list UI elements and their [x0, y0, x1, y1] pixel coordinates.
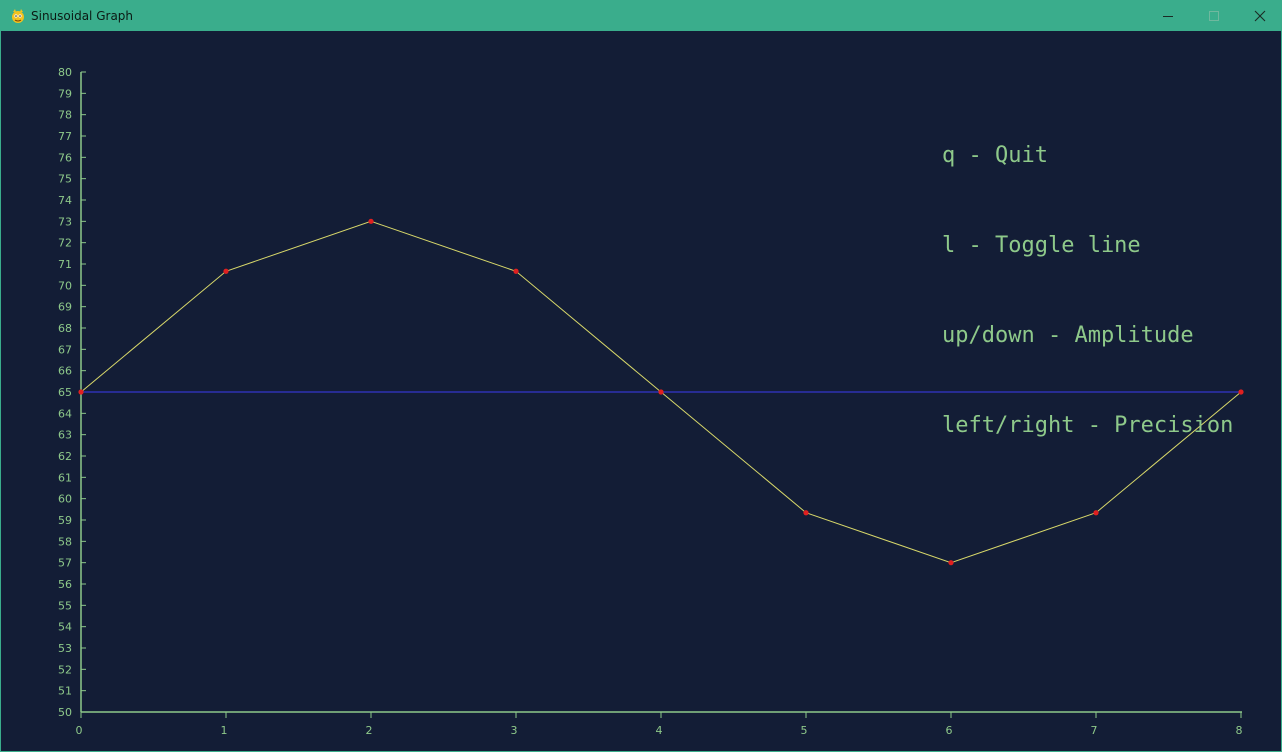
- window-title: Sinusoidal Graph: [31, 9, 134, 23]
- data-point: [948, 560, 954, 566]
- y-tick-label: 69: [58, 301, 72, 314]
- pygame-snake-icon: [12, 9, 24, 23]
- x-tick-label: 0: [76, 724, 83, 737]
- x-tick-label: 4: [656, 724, 663, 737]
- graph-canvas: 50 51 52 53 54 55 56 57 58 59 60 61 62 63 64 65 66 67 68 69…: [2, 32, 1281, 752]
- y-tick-label: 72: [58, 237, 72, 250]
- close-button[interactable]: [1237, 1, 1282, 31]
- title-bar[interactable]: Sinusoidal Graph: [1, 1, 1281, 31]
- y-tick-label: 53: [58, 642, 72, 655]
- help-line-quit: q - Quit: [942, 143, 1048, 168]
- y-tick-label: 78: [58, 109, 72, 122]
- y-tick-label: 64: [58, 407, 72, 420]
- y-tick-label: 76: [58, 151, 72, 164]
- x-tick-label: 6: [946, 724, 953, 737]
- y-tick-label: 52: [58, 663, 72, 676]
- data-point: [1093, 510, 1099, 516]
- minimize-icon: [1163, 16, 1173, 17]
- x-tick-label: 5: [801, 724, 808, 737]
- y-tick-label: 62: [58, 450, 72, 463]
- help-line-toggle: l - Toggle line: [942, 233, 1141, 258]
- data-point: [513, 268, 519, 274]
- data-point: [223, 268, 229, 274]
- close-icon: [1254, 10, 1266, 22]
- x-tick-label: 1: [221, 724, 228, 737]
- minimize-button[interactable]: [1145, 1, 1191, 31]
- data-point: [658, 389, 664, 395]
- x-tick-label: 2: [366, 724, 373, 737]
- y-tick-label: 61: [58, 471, 72, 484]
- y-tick-label: 74: [58, 194, 72, 207]
- data-point: [1238, 389, 1244, 395]
- y-tick-label: 65: [58, 386, 72, 399]
- x-tick-label: 7: [1091, 724, 1098, 737]
- y-tick-label: 50: [58, 706, 72, 719]
- help-line-precision: left/right - Precision: [942, 413, 1234, 438]
- y-tick-label: 59: [58, 514, 72, 527]
- y-tick-label: 66: [58, 365, 72, 378]
- y-tick-label: 77: [58, 130, 72, 143]
- y-tick-label: 56: [58, 578, 72, 591]
- maximize-icon: [1209, 11, 1219, 21]
- y-tick-label: 79: [58, 87, 72, 100]
- y-tick-label: 57: [58, 557, 72, 570]
- data-point: [803, 510, 809, 516]
- y-tick-label: 63: [58, 429, 72, 442]
- y-tick-label: 73: [58, 215, 72, 228]
- y-tick-label: 75: [58, 173, 72, 186]
- y-tick-label: 55: [58, 599, 72, 612]
- data-point: [78, 389, 84, 395]
- y-tick-label: 68: [58, 322, 72, 335]
- y-tick-label: 60: [58, 493, 72, 506]
- y-tick-label: 54: [58, 621, 72, 634]
- y-tick-label: 70: [58, 279, 72, 292]
- y-tick-label: 58: [58, 535, 72, 548]
- x-tick-label: 3: [511, 724, 518, 737]
- maximize-button[interactable]: [1191, 1, 1237, 31]
- y-tick-label: 51: [58, 685, 72, 698]
- help-line-amplitude: up/down - Amplitude: [942, 323, 1194, 348]
- x-tick-label: 8: [1236, 724, 1243, 737]
- help-panel: q - Quit l - Toggle line up/down - Ampli…: [942, 81, 1233, 501]
- y-tick-label: 67: [58, 343, 72, 356]
- y-tick-label: 80: [58, 66, 72, 79]
- sinusoid-chart: 5051525354555657585960616263646566676869…: [58, 66, 1244, 737]
- data-point: [368, 218, 374, 224]
- y-tick-label: 71: [58, 258, 72, 271]
